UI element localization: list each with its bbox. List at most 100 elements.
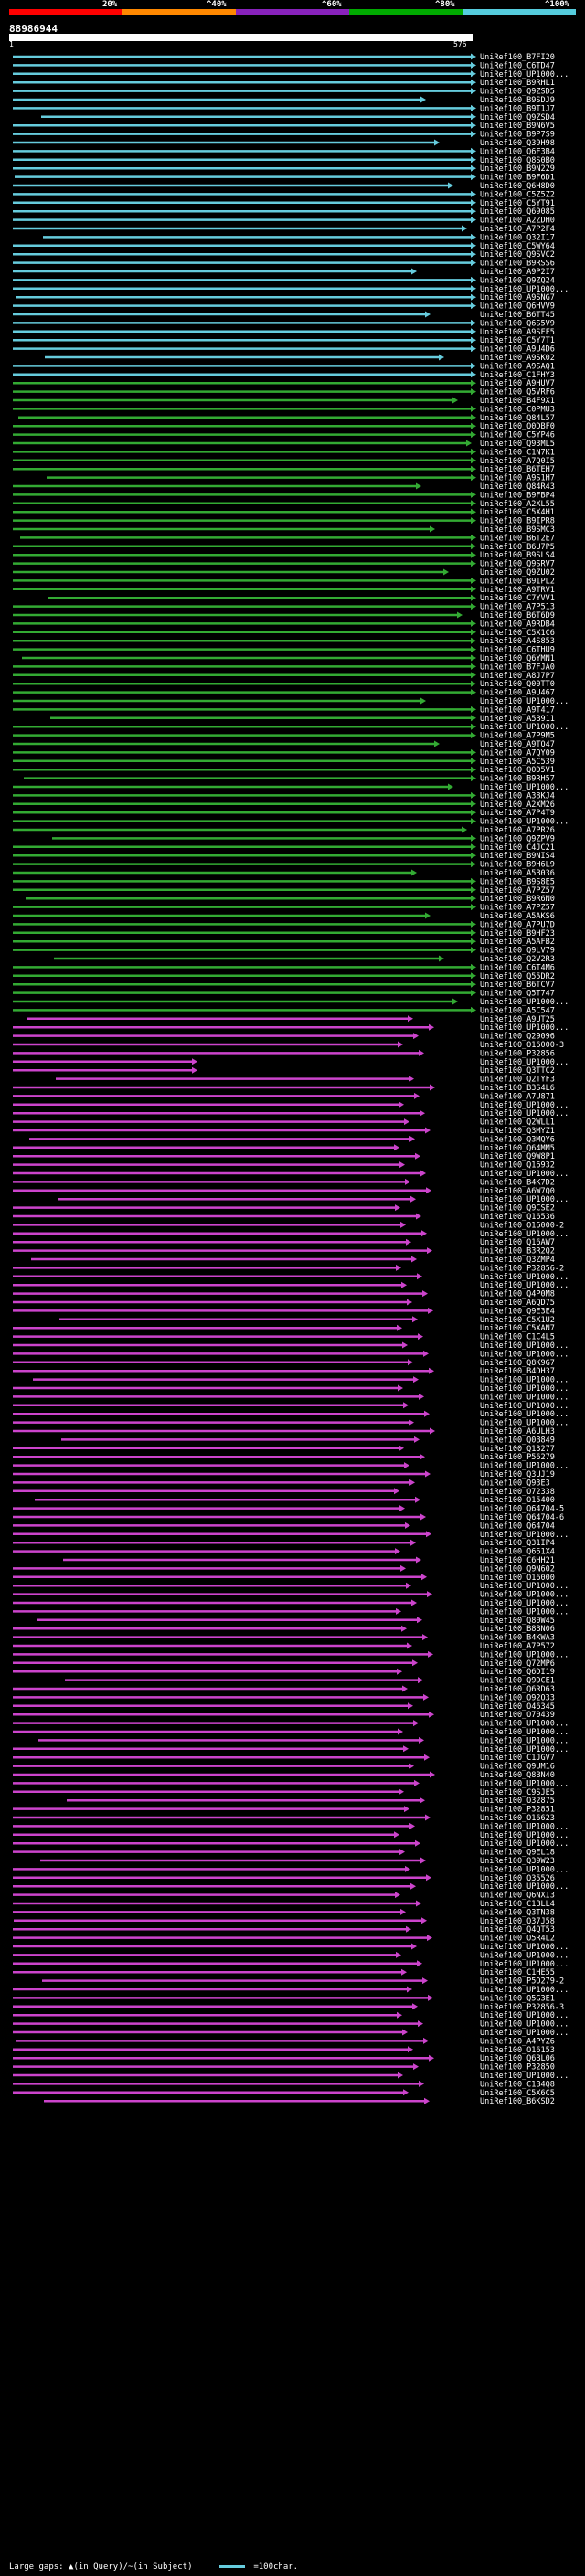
hit-label[interactable]: UniRef100_Q9ZSD4 xyxy=(480,113,555,122)
hit-label[interactable]: UniRef100_UP1000... xyxy=(480,1943,569,1952)
hit-label[interactable]: UniRef100_B9NIS4 xyxy=(480,852,555,861)
hit-row[interactable]: UniRef100_C5Z5Z2 xyxy=(13,190,555,199)
hit-row[interactable]: UniRef100_Q3MQY6 xyxy=(29,1135,555,1144)
hit-label[interactable]: UniRef100_C6T4M6 xyxy=(480,963,555,972)
hit-row[interactable]: UniRef100_C1B4Q8 xyxy=(13,2080,555,2089)
hit-row[interactable]: UniRef100_B8BN06 xyxy=(13,1625,555,1634)
hit-label[interactable]: UniRef100_A9UT25 xyxy=(480,1015,555,1024)
hit-row[interactable]: UniRef100_Q3TTC2 xyxy=(13,1066,555,1076)
hit-row[interactable]: UniRef100_Q16536 xyxy=(13,1213,555,1222)
hit-row[interactable]: UniRef100_B7FI20 xyxy=(13,53,555,62)
hit-row[interactable]: UniRef100_A9T417 xyxy=(13,705,555,715)
hit-row[interactable]: UniRef100_Q9ZU02 xyxy=(13,568,555,578)
hit-row[interactable]: UniRef100_UP1000... xyxy=(13,1882,569,1892)
hit-row[interactable]: UniRef100_B9FBP4 xyxy=(13,491,555,500)
hit-label[interactable]: UniRef100_A9TRV1 xyxy=(480,586,555,595)
hit-label[interactable]: UniRef100_C5X1U2 xyxy=(480,1316,555,1325)
hit-label[interactable]: UniRef100_UP1000... xyxy=(480,1101,569,1110)
hit-label[interactable]: UniRef100_UP1000... xyxy=(480,1839,569,1849)
hit-row[interactable]: UniRef100_Q64704-5 xyxy=(13,1505,564,1514)
hit-label[interactable]: UniRef100_Q93ML5 xyxy=(480,440,555,449)
hit-label[interactable]: UniRef100_Q8BN40 xyxy=(480,1771,555,1780)
hit-row[interactable]: UniRef100_UP1000... xyxy=(13,1281,569,1290)
hit-row[interactable]: UniRef100_A7P572 xyxy=(13,1642,555,1651)
hit-label[interactable]: UniRef100_B4F9X1 xyxy=(480,397,555,406)
hit-row[interactable]: UniRef100_C6HH21 xyxy=(63,1556,555,1565)
hit-row[interactable]: UniRef100_P32851 xyxy=(13,1806,555,1815)
hit-label[interactable]: UniRef100_A5B036 xyxy=(480,869,555,878)
hit-row[interactable]: UniRef100_B9SDJ9 xyxy=(13,96,555,105)
hit-label[interactable]: UniRef100_Q6NXI3 xyxy=(480,1892,555,1901)
hit-label[interactable]: UniRef100_UP1000... xyxy=(480,697,569,706)
hit-label[interactable]: UniRef100_C6HH21 xyxy=(480,1556,555,1565)
hit-label[interactable]: UniRef100_UP1000... xyxy=(480,1058,569,1067)
hit-row[interactable]: UniRef100_O92O33 xyxy=(13,1693,555,1702)
hit-row[interactable]: UniRef100_Q3TN38 xyxy=(13,1908,555,1917)
hit-label[interactable]: UniRef100_A9TQ47 xyxy=(480,740,555,749)
hit-label[interactable]: UniRef100_UP1000... xyxy=(480,1273,569,1282)
hit-row[interactable]: UniRef100_B9N229 xyxy=(13,164,555,174)
hit-label[interactable]: UniRef100_Q32I17 xyxy=(480,233,555,242)
hit-label[interactable]: UniRef100_Q93E3 xyxy=(480,1479,550,1488)
hit-row[interactable]: UniRef100_A2XM26 xyxy=(13,800,555,810)
hit-label[interactable]: UniRef100_Q9EL18 xyxy=(480,1849,555,1858)
hit-row[interactable]: UniRef100_Q6RD63 xyxy=(13,1685,555,1694)
hit-row[interactable]: UniRef100_UP1000... xyxy=(13,1230,569,1239)
hit-row[interactable]: UniRef100_O46345 xyxy=(13,1702,555,1712)
hit-label[interactable]: UniRef100_UP1000... xyxy=(480,1599,569,1608)
hit-label[interactable]: UniRef100_UP1000... xyxy=(480,1170,569,1179)
hit-label[interactable]: UniRef100_B7FI20 xyxy=(480,53,555,62)
hit-row[interactable]: UniRef100_UP1000... xyxy=(13,1109,569,1118)
hit-row[interactable]: UniRef100_Q13277 xyxy=(13,1445,555,1454)
hit-label[interactable]: UniRef100_B9T1J7 xyxy=(480,104,555,113)
hit-label[interactable]: UniRef100_O5R4L2 xyxy=(480,1935,555,1944)
hit-row[interactable]: UniRef100_Q39H98 xyxy=(13,139,555,148)
hit-label[interactable]: UniRef100_A7P9M5 xyxy=(480,732,555,741)
hit-label[interactable]: UniRef100_C5X4H1 xyxy=(480,508,555,517)
hit-row[interactable]: UniRef100_A9RDB4 xyxy=(13,620,555,629)
hit-row[interactable]: UniRef100_UP1000... xyxy=(13,1341,569,1351)
hit-label[interactable]: UniRef100_Q84R43 xyxy=(480,482,555,492)
hit-row[interactable]: UniRef100_UP1000... xyxy=(13,1650,569,1659)
hit-row[interactable]: UniRef100_UP1000... xyxy=(13,1023,569,1033)
hit-label[interactable]: UniRef100_O16153 xyxy=(480,2046,555,2055)
hit-label[interactable]: UniRef100_B6TT45 xyxy=(480,311,555,320)
hit-label[interactable]: UniRef100_C5Z5Z2 xyxy=(480,190,555,199)
hit-label[interactable]: UniRef100_Q6YMN1 xyxy=(480,654,555,663)
hit-row[interactable]: UniRef100_A8J7P7 xyxy=(13,672,555,681)
hit-label[interactable]: UniRef100_B9P7S9 xyxy=(480,131,555,140)
hit-row[interactable]: UniRef100_A9SK02 xyxy=(45,354,555,363)
hit-label[interactable]: UniRef100_UP1000... xyxy=(480,1419,569,1428)
hit-row[interactable]: UniRef100_Q3MYZ1 xyxy=(13,1127,555,1136)
hit-row[interactable]: UniRef100_UP1000... xyxy=(13,1728,569,1737)
hit-row[interactable]: UniRef100_C1BLL4 xyxy=(13,1900,555,1909)
hit-label[interactable]: UniRef100_Q3MQY6 xyxy=(480,1135,555,1144)
hit-row[interactable]: UniRef100_B3S4L6 xyxy=(13,1084,555,1093)
hit-label[interactable]: UniRef100_Q5T747 xyxy=(480,990,555,999)
hit-label[interactable]: UniRef100_B6KSD2 xyxy=(480,2097,555,2106)
hit-label[interactable]: UniRef100_Q3MYZ1 xyxy=(480,1127,555,1136)
hit-row[interactable]: UniRef100_C0PMU3 xyxy=(13,405,555,414)
hit-label[interactable]: UniRef100_A5AFB2 xyxy=(480,938,555,947)
hit-label[interactable]: UniRef100_UP1000... xyxy=(480,1462,569,1471)
hit-row[interactable]: UniRef100_UP1000... xyxy=(13,723,569,732)
hit-row[interactable]: UniRef100_B9RHL1 xyxy=(13,79,555,88)
hit-label[interactable]: UniRef100_Q8K9G7 xyxy=(480,1359,555,1368)
hit-label[interactable]: UniRef100_O92O33 xyxy=(480,1693,555,1702)
hit-row[interactable]: UniRef100_C6T4M6 xyxy=(13,963,555,972)
hit-row[interactable]: UniRef100_UP1000... xyxy=(13,285,569,294)
hit-row[interactable]: UniRef100_O16000-3 xyxy=(13,1041,564,1050)
hit-row[interactable]: UniRef100_Q2WLL1 xyxy=(13,1118,555,1128)
hit-label[interactable]: UniRef100_Q3ZMP4 xyxy=(480,1256,555,1265)
hit-label[interactable]: UniRef100_A9U467 xyxy=(480,689,555,698)
hit-row[interactable]: UniRef100_Q6YMN1 xyxy=(22,654,555,663)
hit-row[interactable]: UniRef100_UP1000... xyxy=(13,1101,569,1110)
hit-row[interactable]: UniRef100_A5B911 xyxy=(50,715,555,724)
hit-row[interactable]: UniRef100_Q9E3E4 xyxy=(13,1307,555,1316)
hit-row[interactable]: UniRef100_A5AFB2 xyxy=(13,938,555,947)
hit-row[interactable]: UniRef100_Q8S0B0 xyxy=(13,156,555,165)
hit-row[interactable]: UniRef100_Q64MM5 xyxy=(13,1144,555,1153)
hit-label[interactable]: UniRef100_UP1000... xyxy=(480,2072,569,2081)
hit-row[interactable]: UniRef100_C9SJE5 xyxy=(13,1788,555,1797)
hit-row[interactable]: UniRef100_UP1000... xyxy=(13,70,569,80)
